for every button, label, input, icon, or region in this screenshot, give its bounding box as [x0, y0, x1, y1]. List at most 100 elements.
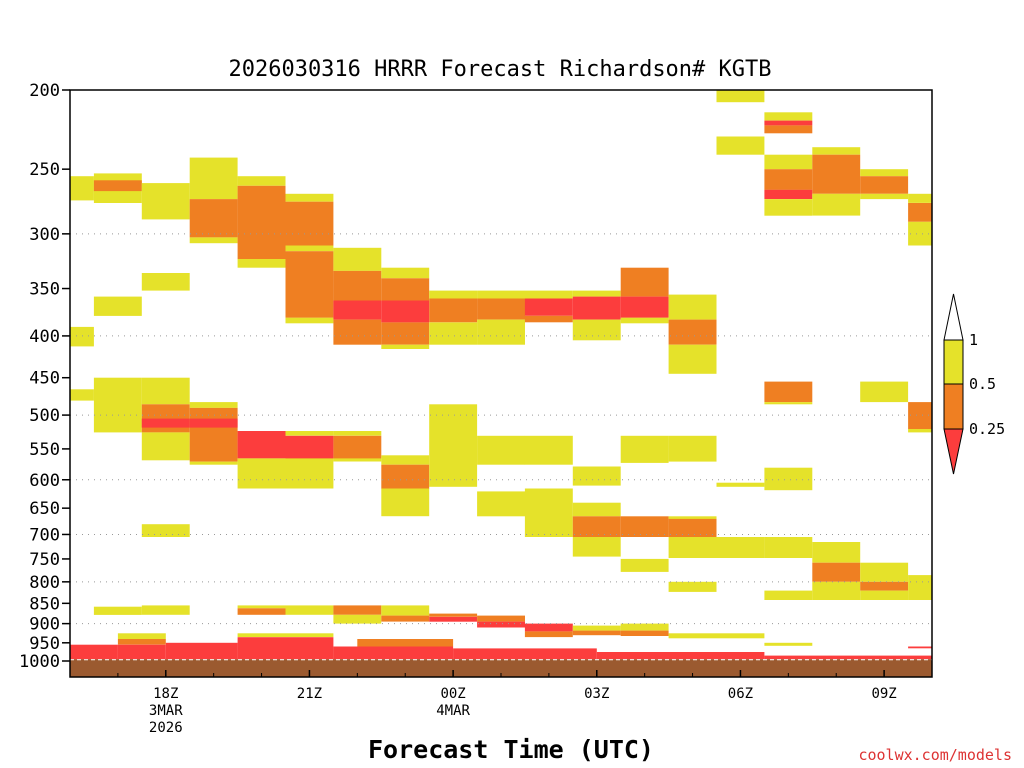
heat-cell	[357, 639, 454, 647]
heat-cell	[477, 435, 525, 465]
heat-cell	[237, 605, 286, 609]
heat-cell	[716, 633, 765, 639]
y-axis: 200 250 300 350 400 450 500 550 600 650 700 750 8008…	[19, 81, 70, 672]
y-tick-label: 1000	[19, 652, 60, 672]
heat-cell	[333, 614, 382, 624]
heat-cell	[285, 317, 334, 324]
y-tick-label: 400	[29, 327, 60, 347]
heat-cell	[524, 623, 573, 632]
x-tick-label: 00Z	[440, 686, 465, 702]
heat-cell	[141, 404, 190, 433]
heat-cell	[381, 344, 430, 349]
heat-cell	[764, 537, 813, 558]
heat-cell	[668, 516, 717, 519]
heat-cell	[237, 259, 286, 268]
heat-cell	[117, 639, 166, 645]
heat-cell	[141, 418, 190, 428]
heat-cell	[668, 518, 717, 537]
heat-cell	[141, 524, 190, 537]
heat-cell	[764, 154, 813, 170]
heat-cell	[764, 642, 813, 646]
legend-label: 0.25	[969, 420, 1005, 438]
y-tick-label: 800	[29, 573, 60, 593]
heat-cell	[524, 298, 573, 316]
heat-cell	[70, 326, 94, 347]
heat-cell	[93, 180, 142, 192]
heat-cell	[93, 377, 142, 433]
heat-cell	[812, 147, 861, 155]
heat-cell	[429, 613, 478, 617]
x-axis-title: Forecast Time (UTC)	[368, 735, 654, 764]
heat-cell	[381, 488, 430, 517]
y-tick-label: 700	[29, 525, 60, 545]
heat-cell	[764, 381, 813, 403]
y-tick-label: 300	[29, 225, 60, 245]
heat-cell	[381, 278, 430, 301]
heat-cell	[477, 290, 525, 299]
heat-cell	[165, 642, 238, 660]
plot-frame	[69, 89, 933, 678]
heat-cell	[333, 431, 382, 436]
heat-cell	[572, 502, 621, 517]
heat-cell	[237, 637, 334, 660]
x-tick-label: 03Z	[584, 686, 609, 702]
heat-cell	[812, 562, 861, 582]
heat-cell	[620, 267, 669, 297]
heat-cell	[620, 516, 669, 537]
heat-cell	[572, 466, 621, 486]
y-tick-label: 450	[29, 369, 60, 389]
heat-cell	[477, 615, 525, 622]
heat-cell	[333, 646, 454, 660]
heat-cell	[620, 317, 669, 324]
heat-cell	[908, 575, 932, 600]
heat-cell	[381, 267, 430, 279]
heat-cell	[572, 296, 621, 320]
heat-cell	[141, 183, 190, 220]
heat-cell	[381, 615, 430, 622]
heat-cell	[620, 558, 669, 572]
heat-cell	[668, 435, 717, 462]
heat-cell	[716, 136, 765, 155]
heat-cell	[860, 562, 909, 582]
heat-cell	[189, 461, 238, 465]
heat-cell	[668, 537, 717, 558]
heat-cell	[764, 655, 932, 660]
y-tick-label: 750	[29, 550, 60, 570]
heat-cell	[524, 435, 573, 465]
y-tick-label: 850	[29, 594, 60, 614]
legend-bottom-triangle	[943, 428, 964, 475]
heat-cell	[333, 270, 382, 301]
heat-cell	[620, 435, 669, 463]
heat-cell	[189, 237, 238, 244]
heat-cell	[429, 616, 478, 622]
legend-label: 0.5	[969, 375, 996, 393]
heat-cell	[285, 193, 334, 202]
heat-cell	[237, 633, 334, 638]
heat-cell	[764, 199, 813, 216]
heat-cell	[860, 590, 909, 600]
heat-cell	[812, 193, 861, 216]
heat-cell	[716, 90, 765, 103]
chart-title: 2026030316 HRRR Forecast Richardson# KGT…	[228, 57, 771, 82]
heat-cell	[237, 608, 286, 615]
heat-cell	[237, 431, 286, 459]
y-tick-label: 650	[29, 499, 60, 519]
heat-cell	[70, 644, 118, 660]
heat-cell	[477, 298, 525, 320]
heat-cell	[764, 590, 813, 600]
heat-cell	[381, 455, 430, 465]
heat-cell	[668, 294, 717, 320]
heat-cell	[524, 315, 573, 323]
heat-cell	[764, 125, 813, 134]
credit-text: coolwx.com/models	[858, 746, 1012, 764]
heat-cell	[860, 176, 909, 194]
heat-cell	[189, 418, 238, 428]
heat-cell	[189, 407, 238, 462]
heat-cell	[668, 581, 717, 592]
heat-cell	[477, 621, 525, 628]
heat-cell	[764, 189, 813, 199]
heat-cell	[93, 606, 142, 615]
heat-cell	[429, 322, 478, 345]
heat-cell	[237, 176, 286, 186]
